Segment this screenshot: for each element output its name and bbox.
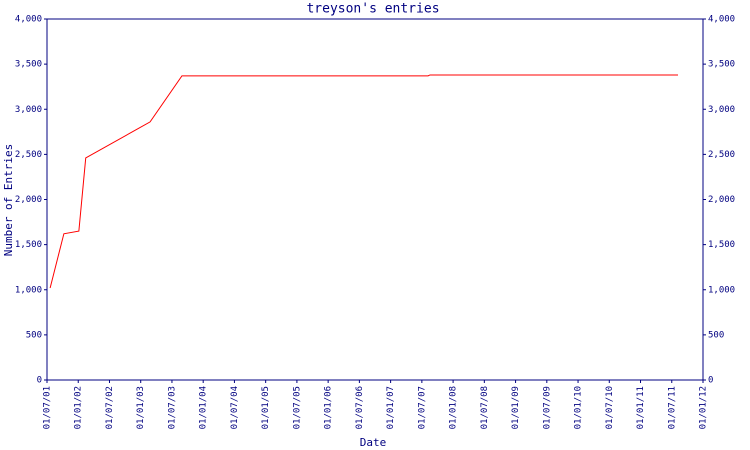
- y2-tick-label: 2,500: [708, 150, 735, 160]
- x-tick-label: 01/01/10: [574, 386, 584, 429]
- y2-tick-label: 0: [708, 376, 713, 386]
- y2-tick-label: 500: [708, 330, 724, 340]
- chart-title: treyson's entries: [306, 2, 439, 17]
- x-tick-label: 01/01/03: [136, 386, 146, 429]
- x-tick-label: 01/01/09: [511, 386, 521, 429]
- x-tick-label: 01/01/04: [199, 386, 209, 429]
- y2-tick-label: 3,000: [708, 105, 735, 115]
- x-tick-label: 01/01/12: [699, 386, 709, 429]
- y-tick-label: 1,500: [15, 240, 42, 250]
- y2-tick-label: 4,000: [708, 15, 735, 25]
- y-axis-label: Number of Entries: [2, 144, 15, 257]
- data-line: [49, 74, 679, 289]
- x-tick-label: 01/01/08: [449, 386, 459, 429]
- x-tick-label: 01/01/11: [636, 386, 646, 429]
- x-tick-label: 01/07/02: [105, 386, 115, 429]
- y2-tick-label: 2,000: [708, 195, 735, 205]
- y-tick-label: 4,000: [15, 15, 42, 25]
- y-tick-label: 1,000: [15, 285, 42, 295]
- x-tick-label: 01/07/05: [292, 386, 302, 429]
- y-tick-label: 3,000: [15, 105, 42, 115]
- y2-tick-label: 1,500: [708, 240, 735, 250]
- x-tick-label: 01/07/09: [542, 386, 552, 429]
- x-tick-label: 01/01/07: [386, 386, 396, 429]
- x-tick-label: 01/07/10: [605, 386, 615, 429]
- y2-tick-label: 3,500: [708, 60, 735, 70]
- x-tick-label: 01/07/07: [417, 386, 427, 429]
- plot-frame: [46, 18, 704, 381]
- y-tick-label: 3,500: [15, 60, 42, 70]
- y-tick-label: 2,500: [15, 150, 42, 160]
- y-tick-label: 0: [37, 376, 42, 386]
- x-tick-label: 01/07/08: [480, 386, 490, 429]
- x-axis-label: Date: [360, 436, 387, 449]
- x-tick-label: 01/01/05: [261, 386, 271, 429]
- x-tick-label: 01/07/11: [667, 386, 677, 429]
- y-tick-label: 2,000: [15, 195, 42, 205]
- y-tick-label: 500: [26, 330, 42, 340]
- x-tick-label: 01/01/06: [324, 386, 334, 429]
- x-tick-label: 01/07/03: [167, 386, 177, 429]
- x-tick-label: 01/01/02: [74, 386, 84, 429]
- x-tick-label: 01/07/01: [43, 386, 53, 429]
- x-tick-label: 01/07/04: [230, 386, 240, 429]
- y2-tick-label: 1,000: [708, 285, 735, 295]
- x-tick-label: 01/07/06: [355, 386, 365, 429]
